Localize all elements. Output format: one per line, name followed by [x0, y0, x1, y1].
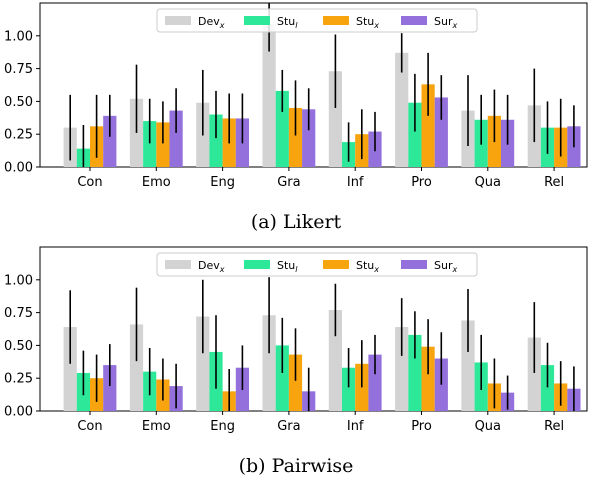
legend-label-name: Sur [434, 15, 453, 28]
x-tick-label: Eng [210, 175, 235, 190]
legend-label: Stux [356, 259, 379, 274]
bar-stu-l [275, 90, 289, 167]
x-tick-label: Rel [544, 175, 564, 190]
bar-dev [262, 23, 276, 167]
legend-swatch [244, 260, 270, 269]
bar-dev [129, 324, 144, 411]
y-tick-label: 0.00 [4, 405, 33, 420]
legend-label-name: Stu [356, 15, 374, 28]
legend: Devx Stul Stux Surx [156, 8, 478, 33]
legend: Devx Stul Stux Surx [156, 252, 478, 277]
bar-dev [395, 327, 409, 411]
bar-dev [328, 71, 342, 167]
y-tick-label: 0.50 [4, 339, 33, 354]
bar-stu-l [143, 121, 157, 167]
bar-dev [395, 52, 409, 167]
bar-stu-x [421, 346, 435, 411]
bar-stu-l [540, 365, 555, 411]
x-tick-label: Pro [411, 419, 432, 434]
y-tick-label: 0.25 [4, 128, 33, 143]
y-tick-label: 0.25 [4, 372, 33, 387]
legend-label-subscript: l [295, 265, 298, 274]
legend-label: Devx [198, 15, 225, 30]
x-tick-label: Pro [411, 175, 432, 190]
x-tick-label: Gra [277, 419, 300, 434]
x-tick-label: Gra [277, 175, 300, 190]
y-tick-label: 0.50 [4, 95, 33, 110]
legend-label: Stul [277, 259, 298, 274]
legend-label-name: Stu [277, 15, 295, 28]
bar-stu-l [342, 367, 356, 411]
bar-sur [302, 109, 316, 167]
legend-label: Surx [434, 15, 457, 30]
legend-box [156, 252, 478, 277]
legend-label: Surx [434, 259, 457, 274]
legend-swatch [401, 16, 427, 25]
pairwise-chart-panel: 0.00 0.25 0.50 0.75 1.00 Con Emo Eng Gra Inf Pro Qu… [4, 246, 588, 434]
bar-stu-l [408, 102, 422, 167]
bar-stu-l [209, 114, 223, 167]
bar-dev [63, 327, 77, 411]
likert-caption: (a) Likert [251, 211, 342, 233]
legend-label-subscript: x [373, 265, 379, 274]
legend-label: Devx [198, 259, 225, 274]
legend-label-subscript: x [219, 21, 225, 30]
x-tick-label: Inf [347, 175, 364, 190]
legend-label-name: Stu [277, 259, 295, 272]
x-tick-label: Emo [142, 419, 171, 434]
bar-dev [196, 316, 210, 411]
x-tick-label: Inf [347, 419, 364, 434]
x-tick-label: Con [77, 419, 102, 434]
legend-label: Stul [277, 15, 298, 30]
bar-sur [368, 354, 382, 411]
y-tick-label: 0.75 [4, 306, 33, 321]
bar-stu-x [288, 354, 303, 411]
bar-stu-x [156, 122, 170, 167]
y-tick-label: 0.00 [4, 161, 33, 176]
legend-label-subscript: x [451, 265, 457, 274]
x-tick-label: Eng [210, 419, 235, 434]
legend-swatch [401, 260, 427, 269]
legend-label-subscript: x [219, 265, 225, 274]
bar-dev [262, 315, 276, 411]
legend-label-subscript: x [451, 21, 457, 30]
bar-stu-l [275, 345, 289, 411]
x-tick-label: Qua [475, 175, 501, 190]
bar-sur [103, 365, 117, 411]
legend-box [156, 8, 478, 33]
bar-sur [103, 115, 117, 167]
legend-label-subscript: x [373, 21, 379, 30]
legend-label: Stux [356, 15, 379, 30]
y-tick-label: 0.75 [4, 62, 33, 77]
bar-stu-l [408, 334, 422, 411]
legend-swatch [323, 16, 349, 25]
bar-stu-x [421, 84, 435, 167]
bar-dev [461, 320, 475, 411]
y-tick-label: 1.00 [4, 273, 33, 288]
legend-swatch [165, 260, 191, 269]
x-tick-label: Con [77, 175, 102, 190]
bar-dev [527, 337, 541, 411]
legend-swatch [323, 260, 349, 269]
pairwise-caption: (b) Pairwise [239, 455, 354, 477]
legend-label-name: Stu [356, 259, 374, 272]
y-tick-label: 1.00 [4, 29, 33, 44]
legend-swatch [165, 16, 191, 25]
legend-swatch [244, 16, 270, 25]
legend-label-name: Dev [198, 259, 220, 272]
bar-stu-x [288, 107, 303, 167]
bar-dev [328, 309, 342, 411]
x-tick-label: Qua [475, 419, 501, 434]
x-tick-label: Rel [544, 419, 564, 434]
legend-label-name: Sur [434, 259, 453, 272]
bar-sur [434, 97, 448, 167]
bar-sur [169, 110, 183, 167]
likert-chart-panel: 0.00 0.25 0.50 0.75 1.00 Con Emo Eng Gra Inf Pro Qu… [4, 2, 588, 190]
legend-label-name: Dev [198, 15, 220, 28]
x-tick-label: Emo [142, 175, 171, 190]
legend-label-subscript: l [295, 21, 298, 30]
